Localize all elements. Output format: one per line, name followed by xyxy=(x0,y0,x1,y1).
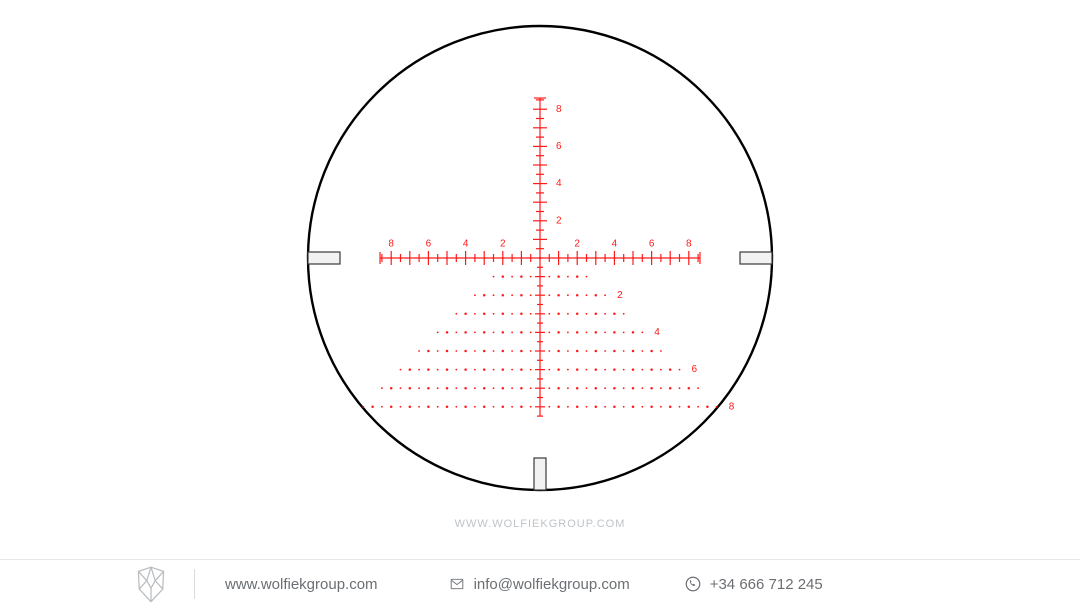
svg-text:8: 8 xyxy=(729,401,735,412)
footer-phone[interactable]: +34 666 712 245 xyxy=(684,575,823,593)
svg-text:4: 4 xyxy=(654,327,660,338)
svg-text:2: 2 xyxy=(574,239,580,250)
svg-text:6: 6 xyxy=(692,364,698,375)
footer-email[interactable]: info@wolfiekgroup.com xyxy=(448,575,630,593)
footer-website[interactable]: www.wolfiekgroup.com xyxy=(225,576,378,593)
phone-text: +34 666 712 245 xyxy=(710,576,823,593)
reticle-diagram: 2 2 4 4 6 6 8 8 2 4 6 8 2 4 6 8 xyxy=(0,0,1080,520)
brand-logo xyxy=(130,563,172,605)
svg-text:2: 2 xyxy=(500,239,506,250)
svg-text:2: 2 xyxy=(556,215,562,226)
svg-text:8: 8 xyxy=(556,104,562,115)
watermark-text: WWW.WOLFIEKGROUP.COM xyxy=(0,518,1080,530)
svg-text:6: 6 xyxy=(556,141,562,152)
svg-text:6: 6 xyxy=(649,239,655,250)
svg-text:4: 4 xyxy=(612,239,618,250)
website-text: www.wolfiekgroup.com xyxy=(225,576,378,593)
footer-bar: www.wolfiekgroup.com info@wolfiekgroup.c… xyxy=(0,559,1080,608)
svg-text:4: 4 xyxy=(556,178,562,189)
email-text: info@wolfiekgroup.com xyxy=(474,576,630,593)
svg-text:8: 8 xyxy=(388,239,394,250)
svg-text:8: 8 xyxy=(686,239,692,250)
footer-divider xyxy=(194,569,195,599)
svg-text:6: 6 xyxy=(426,239,432,250)
svg-text:4: 4 xyxy=(463,239,469,250)
whatsapp-icon xyxy=(684,575,702,593)
mail-icon xyxy=(448,575,466,593)
svg-text:2: 2 xyxy=(617,290,623,301)
